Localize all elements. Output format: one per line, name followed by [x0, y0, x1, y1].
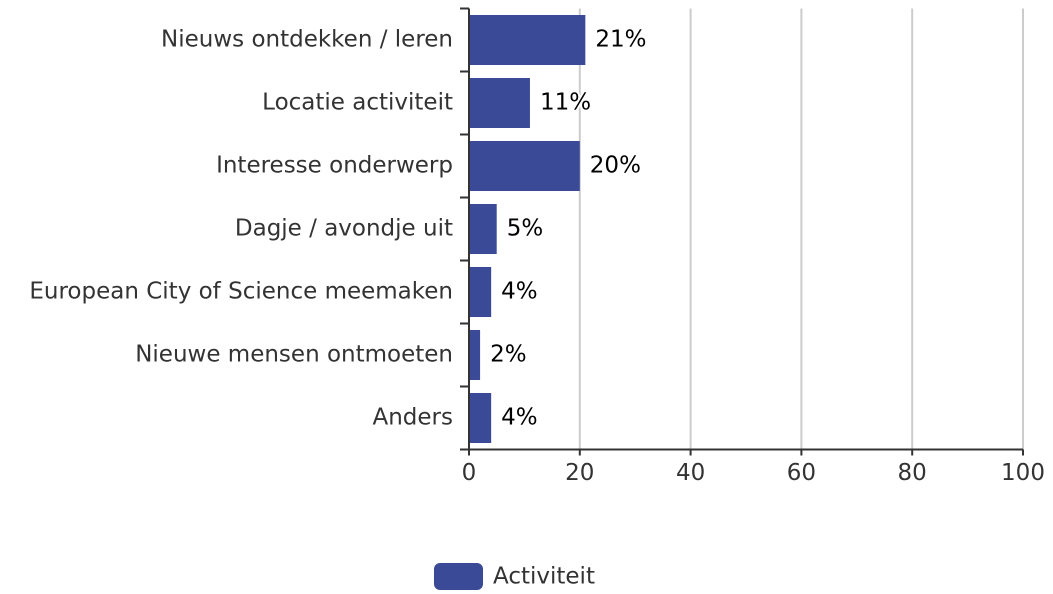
bar: [469, 78, 530, 128]
value-label: 11%: [540, 90, 591, 116]
value-label: 2%: [490, 342, 526, 368]
x-tick-label: 80: [898, 460, 927, 486]
y-tick-label: Nieuwe mensen ontmoeten: [135, 342, 453, 368]
bar: [469, 393, 492, 443]
value-label: 4%: [501, 405, 538, 431]
legend-label: Activiteit: [493, 564, 595, 590]
x-tick-label: 0: [462, 460, 477, 486]
x-tick-label: 20: [565, 460, 594, 486]
value-label: 5%: [507, 216, 544, 242]
bar: [469, 267, 492, 317]
value-label: 4%: [501, 279, 538, 305]
x-tick-label: 100: [1001, 460, 1045, 486]
legend-swatch: [434, 563, 483, 590]
x-tick-label: 40: [676, 460, 705, 486]
y-tick-label: Interesse onderwerp: [216, 153, 453, 179]
bar: [469, 330, 481, 380]
bar: [469, 15, 586, 65]
y-tick-label: European City of Science meemaken: [29, 279, 453, 305]
y-tick-label: Locatie activiteit: [262, 90, 453, 116]
value-label: 21%: [595, 27, 646, 53]
y-tick-label: Nieuws ontdekken / leren: [161, 27, 453, 53]
bar: [469, 141, 580, 191]
x-tick-label: 60: [787, 460, 816, 486]
bar: [469, 204, 497, 254]
y-tick-label: Dagje / avondje uit: [235, 216, 453, 242]
value-label: 20%: [590, 153, 641, 179]
y-tick-label: Anders: [373, 405, 454, 431]
